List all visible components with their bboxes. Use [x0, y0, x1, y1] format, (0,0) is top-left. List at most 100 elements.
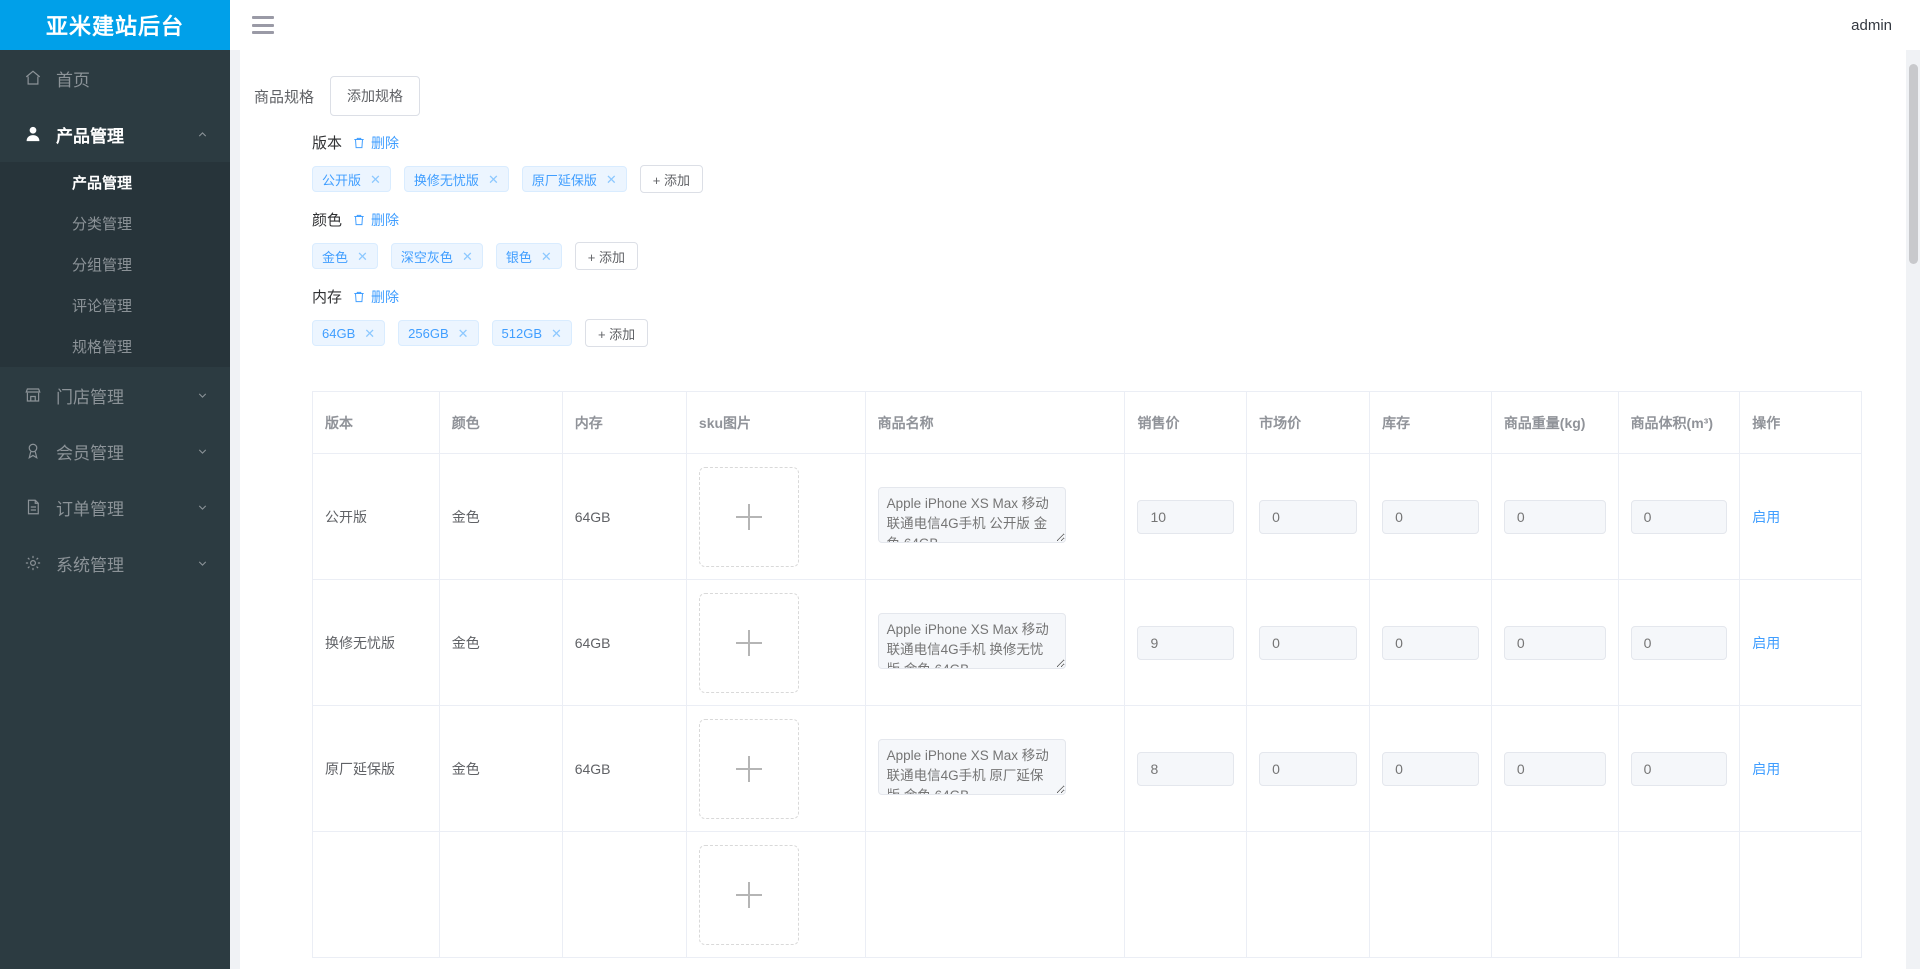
spec-group-version: 版本 删除 公开版 ✕ [240, 132, 1906, 193]
weight-input[interactable] [1503, 625, 1606, 660]
add-spec-button[interactable]: 添加规格 [330, 76, 421, 116]
sidebar-item-member[interactable]: 会员管理 [0, 423, 230, 479]
sidebar-item-system[interactable]: 系统管理 [0, 535, 230, 591]
close-icon[interactable]: ✕ [605, 171, 617, 187]
top-bar: admin [230, 0, 1920, 50]
scrollbar-thumb[interactable] [1909, 64, 1918, 264]
tag-version-0[interactable]: 公开版 ✕ [312, 166, 391, 192]
sku-image-upload[interactable] [698, 592, 799, 693]
sidebar-item-comment-manage[interactable]: 评论管理 [72, 298, 133, 315]
sidebar-item-product[interactable]: 产品管理 [0, 106, 230, 162]
cell-version: 原厂延保版 [312, 705, 440, 832]
chevron-down-icon [194, 443, 210, 459]
add-tag-button-version[interactable]: + 添加 [639, 165, 703, 193]
product-name-input[interactable] [877, 739, 1066, 795]
market-price-input[interactable] [1259, 625, 1358, 660]
cell-stock [1369, 705, 1492, 832]
enable-link[interactable]: 启用 [1752, 760, 1781, 777]
close-icon[interactable]: ✕ [370, 171, 381, 187]
stock-input[interactable] [1382, 751, 1479, 786]
cell-sku-image [686, 579, 866, 706]
enable-link[interactable]: 启用 [1752, 634, 1781, 651]
sale-price-input[interactable] [1137, 625, 1235, 660]
cell-sku-image [686, 705, 866, 832]
sidebar-item-category-manage[interactable]: 分类管理 [72, 216, 133, 233]
close-icon[interactable]: ✕ [551, 325, 562, 341]
cell-volume [1618, 831, 1741, 958]
sale-price-input[interactable] [1137, 751, 1235, 786]
tag-color-0[interactable]: 金色 ✕ [312, 243, 378, 269]
close-icon[interactable]: ✕ [540, 248, 552, 264]
close-icon[interactable]: ✕ [487, 171, 499, 187]
cell-action [1739, 831, 1862, 958]
cell-weight [1491, 453, 1619, 580]
spec-group-memory-header: 内存 删除 [312, 286, 1906, 307]
page-scrollbar[interactable] [1906, 50, 1920, 969]
plus-icon [735, 755, 762, 782]
member-icon [22, 440, 44, 462]
cell-action: 启用 [1739, 453, 1862, 580]
volume-input[interactable] [1630, 751, 1728, 786]
table-row: 原厂延保版 金色 64GB [312, 705, 1862, 832]
col-action: 操作 [1739, 391, 1862, 454]
tag-memory-0[interactable]: 64GB ✕ [312, 320, 386, 346]
sidebar-item-group-manage[interactable]: 分组管理 [72, 257, 133, 274]
add-tag-button-color[interactable]: + 添加 [574, 242, 638, 270]
market-price-input[interactable] [1259, 499, 1358, 534]
weight-input[interactable] [1503, 499, 1606, 534]
main-area: admin 商品规格 添加规格 版本 [230, 0, 1920, 969]
tag-color-2[interactable]: 银色 ✕ [495, 243, 562, 269]
market-price-input[interactable] [1259, 751, 1358, 786]
spec-group-memory-name: 内存 [312, 289, 343, 306]
close-icon[interactable]: ✕ [461, 248, 473, 264]
admin-user-label[interactable]: admin [1851, 16, 1892, 34]
enable-link[interactable]: 启用 [1752, 508, 1781, 525]
tag-label: 原厂延保版 [531, 172, 597, 188]
product-name-input[interactable] [877, 613, 1066, 669]
sidebar-item-product-manage[interactable]: 产品管理 [72, 175, 133, 192]
sale-price-input[interactable] [1137, 499, 1235, 534]
volume-input[interactable] [1630, 625, 1728, 660]
tag-memory-1[interactable]: 256GB ✕ [398, 320, 479, 346]
cell-product-name [865, 453, 1126, 580]
weight-input[interactable] [1503, 751, 1606, 786]
tag-version-1[interactable]: 换修无忧版 ✕ [403, 166, 509, 192]
sidebar-item-spec-manage[interactable]: 规格管理 [72, 339, 133, 356]
sku-image-upload[interactable] [698, 844, 799, 945]
delete-spec-group-version[interactable]: 删除 [352, 133, 399, 153]
close-icon[interactable]: ✕ [364, 325, 376, 341]
table-row [312, 831, 1862, 958]
stock-input[interactable] [1382, 625, 1479, 660]
product-name-input[interactable] [877, 487, 1066, 543]
sku-image-upload[interactable] [698, 466, 799, 567]
stock-input[interactable] [1382, 499, 1479, 534]
cell-weight [1491, 705, 1619, 832]
spec-group-version-name: 版本 [312, 135, 343, 152]
volume-input[interactable] [1630, 499, 1728, 534]
sidebar-item-home-label: 首页 [56, 70, 90, 90]
delete-spec-group-color[interactable]: 删除 [352, 210, 399, 230]
cell-market-price [1246, 453, 1371, 580]
delete-label: 删除 [371, 134, 400, 151]
close-icon[interactable]: ✕ [357, 248, 368, 264]
tag-color-1[interactable]: 深空灰色 ✕ [390, 243, 483, 269]
sku-image-upload[interactable] [698, 718, 799, 819]
cell-sale-price [1124, 453, 1248, 580]
cell-sku-image [686, 453, 866, 580]
sidebar-item-store-label: 门店管理 [56, 387, 124, 407]
tag-label: 换修无忧版 [413, 172, 479, 188]
spec-group-color: 颜色 删除 金色 ✕ [240, 209, 1906, 270]
user-icon [22, 123, 44, 145]
cell-stock [1369, 453, 1492, 580]
sidebar-item-store[interactable]: 门店管理 [0, 367, 230, 423]
cell-memory: 64GB [562, 579, 687, 706]
cell-product-name [865, 579, 1126, 706]
tag-version-2[interactable]: 原厂延保版 ✕ [521, 166, 627, 192]
sidebar-item-order[interactable]: 订单管理 [0, 479, 230, 535]
hamburger-icon[interactable] [252, 16, 274, 34]
sidebar-item-home[interactable]: 首页 [0, 50, 230, 106]
tag-memory-2[interactable]: 512GB ✕ [491, 320, 572, 346]
delete-spec-group-memory[interactable]: 删除 [352, 287, 399, 307]
add-tag-button-memory[interactable]: + 添加 [584, 319, 649, 347]
close-icon[interactable]: ✕ [457, 325, 469, 341]
